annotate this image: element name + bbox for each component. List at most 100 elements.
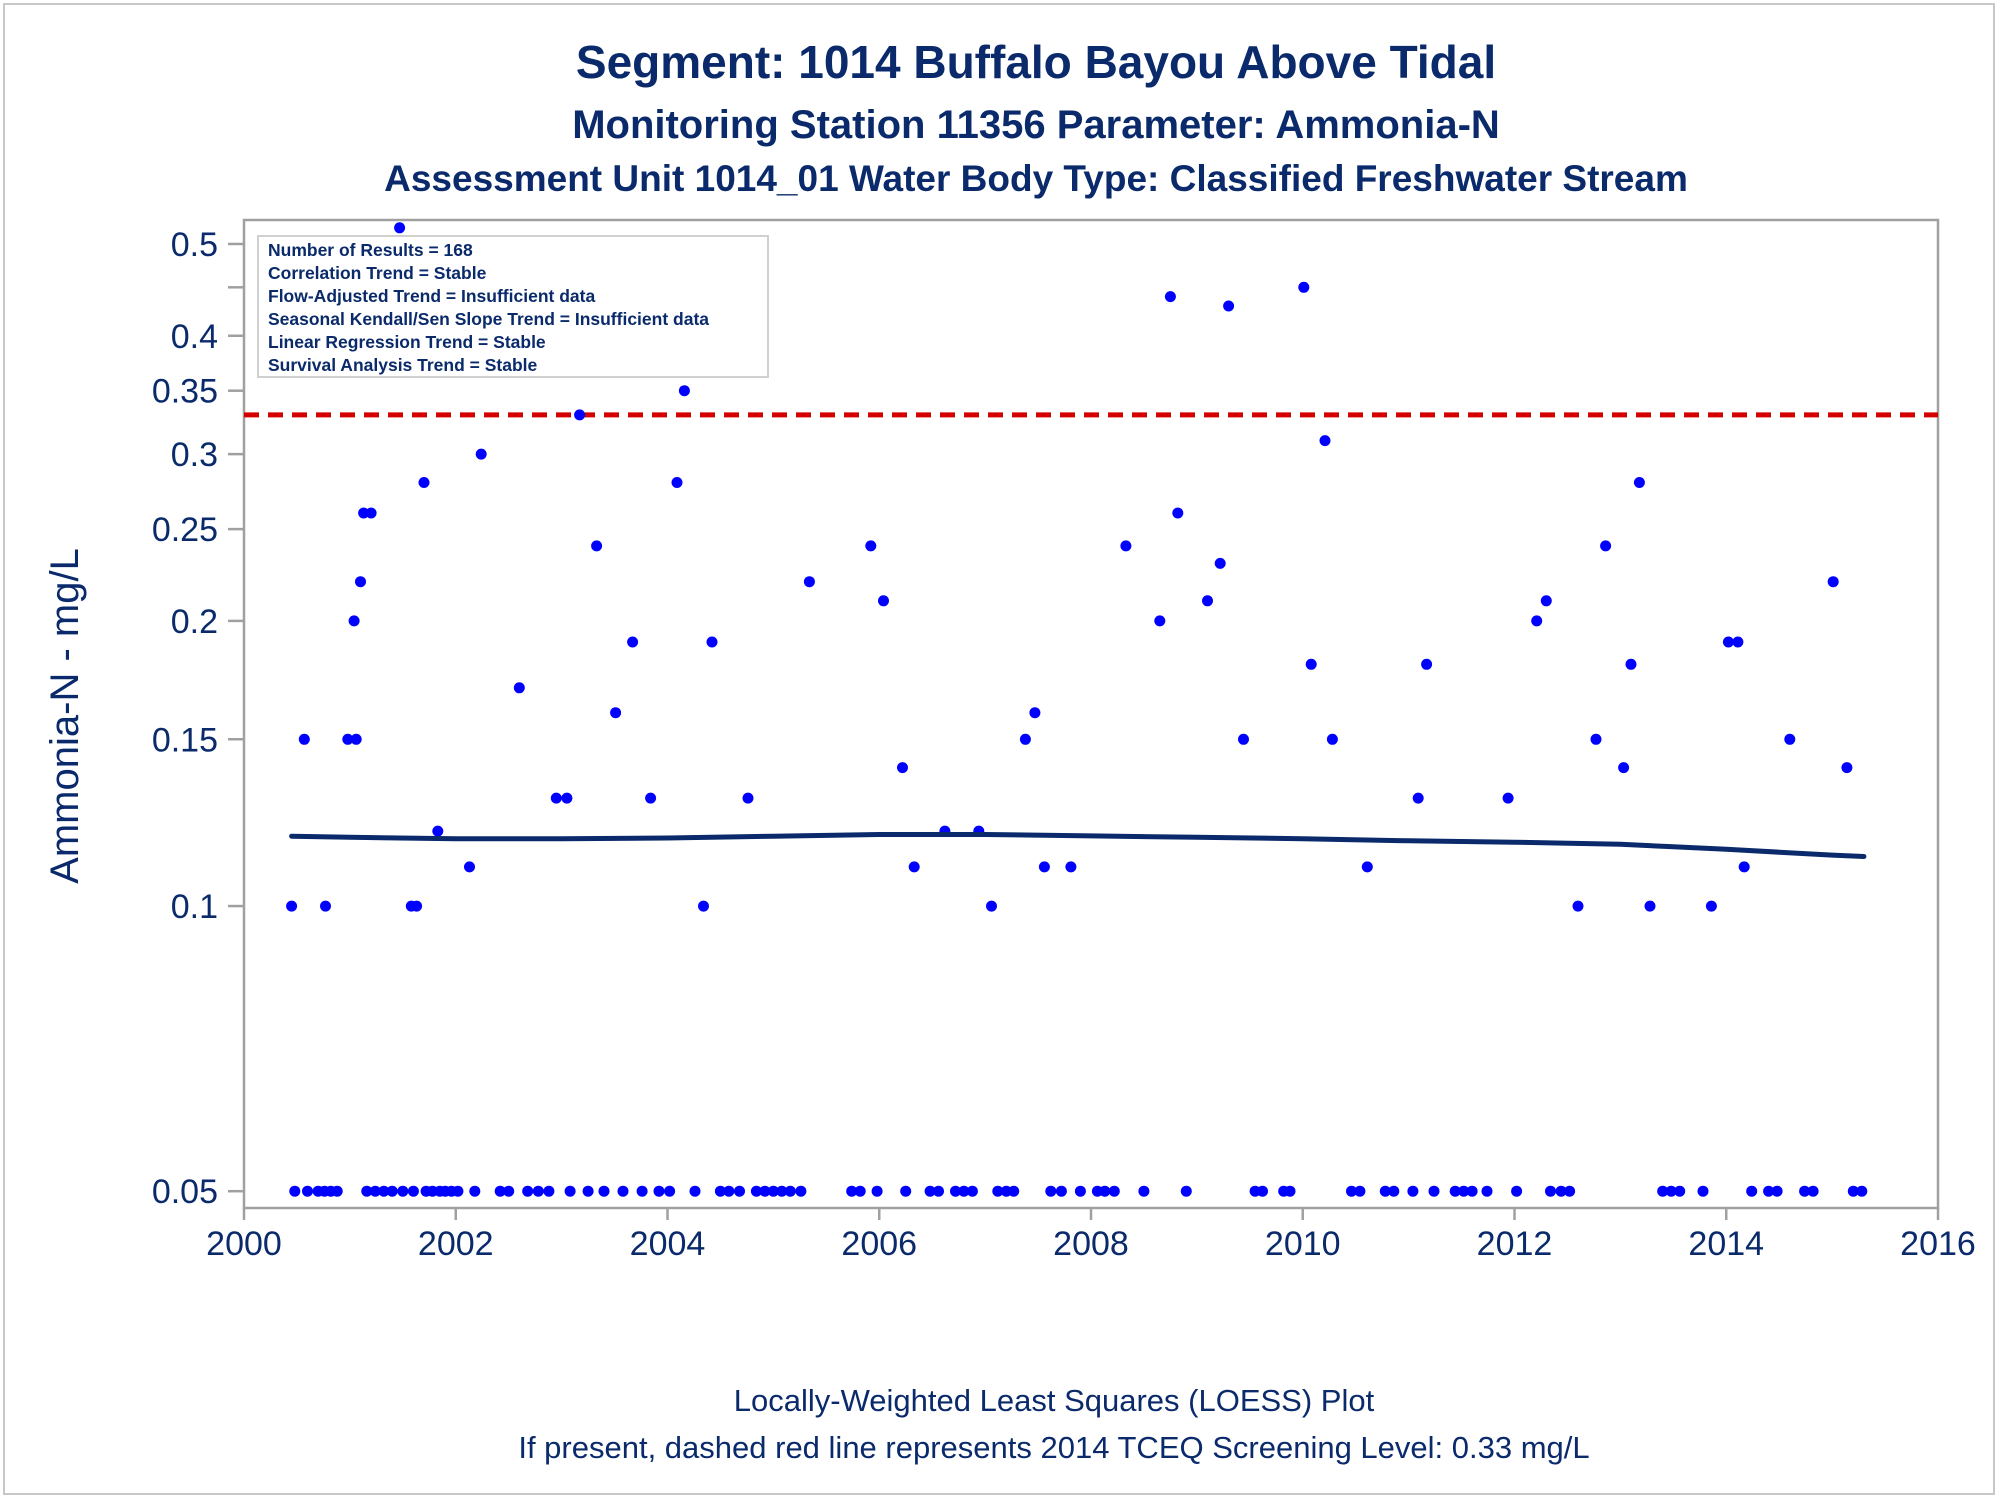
data-point: [1466, 1185, 1478, 1197]
data-point: [591, 540, 603, 552]
data-point: [723, 1185, 735, 1197]
data-point: [1038, 861, 1050, 873]
stats-survival-analysis-trend: Survival Analysis Trend = Stable: [268, 355, 538, 375]
data-point: [1449, 1185, 1461, 1197]
data-point: [1665, 1185, 1677, 1197]
data-point: [664, 1185, 676, 1197]
data-point: [397, 1185, 409, 1197]
data-point: [418, 477, 430, 488]
data-point: [1154, 615, 1166, 627]
data-point: [378, 1185, 390, 1197]
data-point: [1590, 733, 1602, 745]
data-point: [871, 1185, 883, 1197]
x-tick-label: 2004: [630, 1225, 706, 1263]
y-tick-label: 0.25: [152, 511, 218, 549]
data-point: [1412, 792, 1424, 804]
x-tick-label: 2012: [1477, 1225, 1553, 1263]
data-point: [1746, 1185, 1758, 1197]
x-tick-label: 2010: [1265, 1225, 1341, 1263]
stats-box-border: [257, 235, 769, 378]
stats-seasonal-kendall-trend: Seasonal Kendall/Sen Slope Trend = Insuf…: [268, 309, 709, 329]
plot-area: [242, 218, 1940, 1210]
data-point: [286, 900, 298, 912]
data-point: [966, 1185, 978, 1197]
data-point: [355, 576, 366, 588]
data-point: [1223, 300, 1235, 312]
x-tick-label: 2002: [418, 1225, 494, 1263]
data-point: [494, 1185, 506, 1197]
data-point: [432, 825, 444, 837]
data-point: [1214, 557, 1226, 569]
data-point: [342, 733, 354, 745]
data-point: [924, 1185, 936, 1197]
data-point: [1847, 1185, 1859, 1197]
x-tick-label: 2008: [1053, 1225, 1129, 1263]
x-tick-label: 2014: [1688, 1225, 1764, 1263]
data-point: [1108, 1185, 1120, 1197]
data-point: [1164, 291, 1176, 303]
data-point: [513, 682, 525, 694]
y-tick-label: 0.35: [152, 373, 218, 411]
data-point: [636, 1185, 648, 1197]
data-point: [1531, 615, 1543, 627]
data-point: [1354, 1185, 1366, 1197]
data-point: [503, 1185, 515, 1197]
data-point: [320, 900, 331, 912]
data-point: [689, 1185, 701, 1197]
chart-subtitle-2: Assessment Unit 1014_01 Water Body Type:…: [384, 158, 1688, 199]
data-point: [350, 733, 362, 745]
data-point: [1120, 540, 1132, 552]
data-point: [1644, 900, 1656, 912]
data-point: [854, 1185, 866, 1197]
data-point: [1799, 1185, 1811, 1197]
y-tick-label: 0.2: [171, 603, 218, 641]
y-tick-label: 0.4: [171, 318, 218, 356]
data-point: [678, 385, 690, 397]
data-point: [331, 1185, 343, 1197]
data-point: [986, 900, 997, 912]
x-tick-label: 2006: [841, 1225, 917, 1263]
y-tick-label: 0.5: [171, 226, 218, 264]
data-point: [532, 1185, 544, 1197]
loess-line: [289, 832, 1867, 859]
data-point: [1763, 1185, 1775, 1197]
data-point: [1545, 1185, 1556, 1197]
data-point: [1600, 540, 1612, 552]
data-point: [1326, 733, 1338, 745]
data-point: [1284, 1185, 1296, 1197]
data-point: [365, 507, 377, 519]
data-point: [1202, 595, 1213, 607]
chart-subtitle: Monitoring Station 11356 Parameter: Ammo…: [572, 103, 1500, 147]
data-point: [878, 595, 889, 607]
data-point: [933, 1185, 944, 1197]
data-point: [950, 1185, 961, 1197]
stats-correlation-trend: Correlation Trend = Stable: [268, 263, 487, 283]
data-point: [750, 1185, 762, 1197]
data-point: [759, 1185, 771, 1197]
data-point: [1379, 1185, 1391, 1197]
data-point: [1238, 733, 1249, 745]
data-point: [1807, 1185, 1819, 1197]
axes-layer: 2000 2002 2004 2006 2008 2010 2012 2014 2016 0.05…: [152, 226, 1976, 1263]
data-point: [795, 1185, 807, 1197]
stats-legend-box: Number of Results = 168 Correlation Tren…: [257, 235, 769, 378]
data-point: [1458, 1185, 1470, 1197]
data-point: [714, 1185, 726, 1197]
data-point: [1674, 1185, 1686, 1197]
data-point: [1697, 1185, 1709, 1197]
data-point: [610, 707, 622, 719]
data-point: [908, 861, 920, 873]
loess-layer: [289, 832, 1867, 859]
data-point: [1421, 658, 1433, 670]
data-point: [846, 1185, 858, 1197]
x-tick-label: 2000: [206, 1225, 282, 1263]
data-point: [1827, 576, 1839, 588]
data-point: [298, 733, 310, 745]
data-point: [627, 636, 639, 648]
data-point: [734, 1185, 745, 1197]
data-point: [776, 1185, 788, 1197]
data-point: [1074, 1185, 1086, 1197]
data-point: [897, 762, 908, 774]
data-point: [706, 636, 718, 648]
data-point: [1722, 636, 1734, 648]
